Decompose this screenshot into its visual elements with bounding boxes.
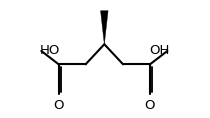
Polygon shape — [101, 11, 108, 44]
Text: O: O — [144, 99, 155, 112]
Text: HO: HO — [39, 44, 60, 57]
Text: OH: OH — [149, 44, 169, 57]
Text: O: O — [53, 99, 63, 112]
